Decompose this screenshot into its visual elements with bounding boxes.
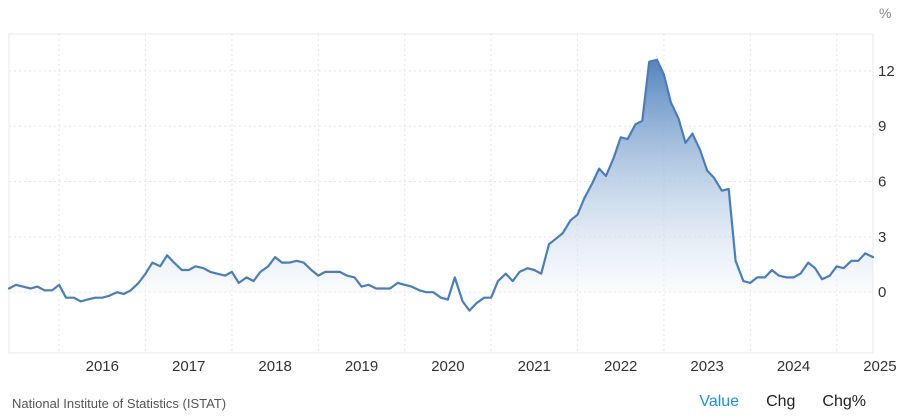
tab-chg[interactable]: Chg xyxy=(766,393,796,410)
x-tick-label: 2025 xyxy=(863,358,896,375)
plot-area xyxy=(8,33,874,354)
y-tick-label: 0 xyxy=(878,284,886,301)
series-layer xyxy=(7,58,875,312)
x-tick-label: 2022 xyxy=(604,358,637,375)
x-tick-label: 2020 xyxy=(431,358,464,375)
view-tabs: Value Chg Chg% xyxy=(699,393,866,411)
tab-value[interactable]: Value xyxy=(699,393,740,410)
y-tick-label: 9 xyxy=(878,118,886,135)
x-tick-label: 2017 xyxy=(172,358,205,375)
tab-chg-pct[interactable]: Chg% xyxy=(822,393,866,410)
x-tick-label: 2021 xyxy=(518,358,551,375)
source-attribution: National Institute of Statistics (ISTAT) xyxy=(12,396,227,411)
series-area xyxy=(9,59,873,311)
x-axis-ticks: 2016 2017 2018 2019 2020 2021 2022 2023 2024 2025 xyxy=(86,358,897,375)
series-line xyxy=(7,58,875,312)
x-tick-label: 2018 xyxy=(258,358,291,375)
x-tick-label: 2019 xyxy=(345,358,378,375)
y-tick-label: 3 xyxy=(878,229,886,246)
y-tick-label: 6 xyxy=(878,174,886,191)
y-axis-ticks: 12 9 6 3 0 xyxy=(878,63,895,301)
x-tick-label: 2023 xyxy=(690,358,723,375)
x-tick-label: 2024 xyxy=(777,358,810,375)
unit-label: % xyxy=(879,5,891,21)
y-tick-label: 12 xyxy=(878,63,895,80)
x-tick-label: 2016 xyxy=(86,358,119,375)
